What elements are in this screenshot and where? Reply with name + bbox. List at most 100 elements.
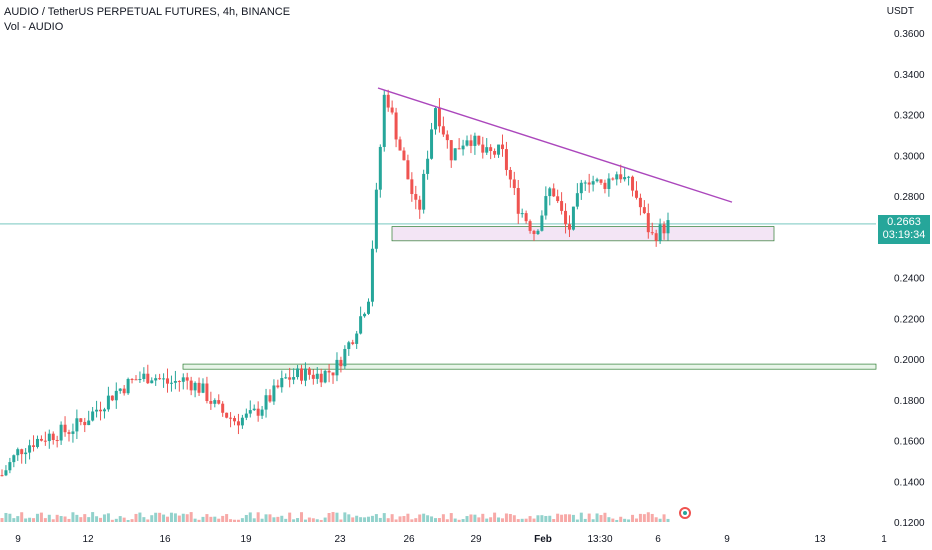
candle-body [627, 176, 631, 178]
candle-body [35, 438, 39, 447]
candle-body [39, 438, 43, 441]
candle-body [177, 381, 181, 383]
volume-bar [126, 519, 130, 522]
candle-body [63, 424, 67, 433]
price-tick-label: 0.3600 [894, 29, 925, 40]
volume-bar [59, 516, 63, 522]
volume-bar [386, 518, 390, 522]
candle-body [130, 378, 134, 380]
volume-bar [154, 512, 158, 522]
volume-bar [99, 517, 103, 522]
candle-body [497, 144, 501, 155]
candle-body [244, 413, 248, 418]
volume-bar [481, 513, 485, 522]
support-zone-upper[interactable] [391, 226, 775, 242]
candle-body [414, 194, 418, 200]
time-tick-label: 19 [240, 534, 252, 545]
candle-body [378, 146, 382, 190]
candle-body [469, 140, 473, 146]
candle-body [284, 377, 288, 379]
volume-bar [402, 516, 406, 522]
candle-body [339, 359, 343, 367]
candle-body [303, 368, 307, 381]
volume-bar [280, 515, 284, 522]
volume-bar [276, 516, 280, 522]
candle-body [335, 359, 339, 376]
volume-bar [268, 514, 272, 522]
price-unit-label: USDT [886, 6, 914, 17]
price-tick-label: 0.3000 [894, 151, 925, 162]
candle-body [528, 221, 532, 231]
volume-bar [296, 518, 300, 522]
volume-bar [284, 518, 288, 522]
volume-bar [79, 517, 83, 522]
candle-body [252, 408, 256, 411]
volume-bar [150, 515, 154, 522]
candle-body [225, 412, 229, 418]
volume-bar [343, 512, 347, 522]
volume-bar [390, 514, 394, 522]
candle-body [173, 381, 177, 383]
candle-body [67, 432, 71, 434]
volume-bar [575, 519, 579, 522]
candle-body [552, 188, 556, 197]
candle-body [248, 410, 252, 414]
volume-bars [0, 512, 670, 522]
candle-body [457, 148, 461, 150]
candle-body [359, 316, 363, 334]
candle-body [91, 411, 95, 421]
candle-body [55, 440, 59, 442]
volume-bar [205, 514, 209, 522]
volume-bar [0, 518, 4, 522]
candle-body [402, 150, 406, 161]
volume-bar [587, 513, 591, 522]
candle-body [623, 177, 627, 180]
volume-bar [288, 512, 292, 522]
volume-bar [319, 519, 323, 522]
volume-bar [331, 512, 335, 522]
time-tick-label: 23 [334, 534, 346, 545]
candle-body [504, 149, 508, 170]
support-zone-lower[interactable] [182, 363, 877, 370]
candle-body [201, 383, 205, 393]
volume-bar [12, 518, 16, 522]
volume-bar [28, 517, 32, 522]
candle-body [0, 475, 4, 477]
volume-bar [106, 513, 110, 522]
candle-body [564, 210, 568, 225]
candle-body [631, 176, 635, 191]
candle-body [205, 383, 209, 401]
price-tick-label: 0.2200 [894, 314, 925, 325]
volume-bar [110, 519, 114, 522]
volume-bar [374, 514, 378, 522]
volume-bar [430, 516, 434, 522]
descending-trendline[interactable] [377, 87, 733, 203]
candle-body [500, 144, 504, 150]
candle-body [382, 94, 386, 147]
time-tick-label: 1 [881, 534, 887, 545]
candle-body [650, 232, 654, 234]
candle-body [461, 145, 465, 150]
candle-body [638, 197, 642, 208]
volume-bar [489, 517, 493, 522]
volume-bar [201, 516, 205, 522]
candle-body [355, 333, 359, 344]
candle-body [347, 342, 351, 349]
volume-bar [564, 514, 568, 522]
candle-body [493, 150, 497, 155]
candle-body [272, 385, 276, 402]
candle-body [583, 182, 587, 184]
volume-bar [378, 517, 382, 522]
candle-body [95, 409, 99, 412]
volume-bar [83, 514, 87, 522]
candle-body [422, 173, 426, 210]
volume-bar [43, 518, 47, 522]
volume-bar [583, 518, 587, 522]
live-indicator-icon[interactable] [679, 507, 691, 519]
candle-body [591, 181, 595, 185]
volume-bar [441, 514, 445, 522]
candle-body [236, 421, 240, 426]
volume-bar [248, 512, 252, 522]
time-axis: 9 12 16 19 23 26 29 Feb 13:30 6 9 13 1 [15, 534, 887, 545]
